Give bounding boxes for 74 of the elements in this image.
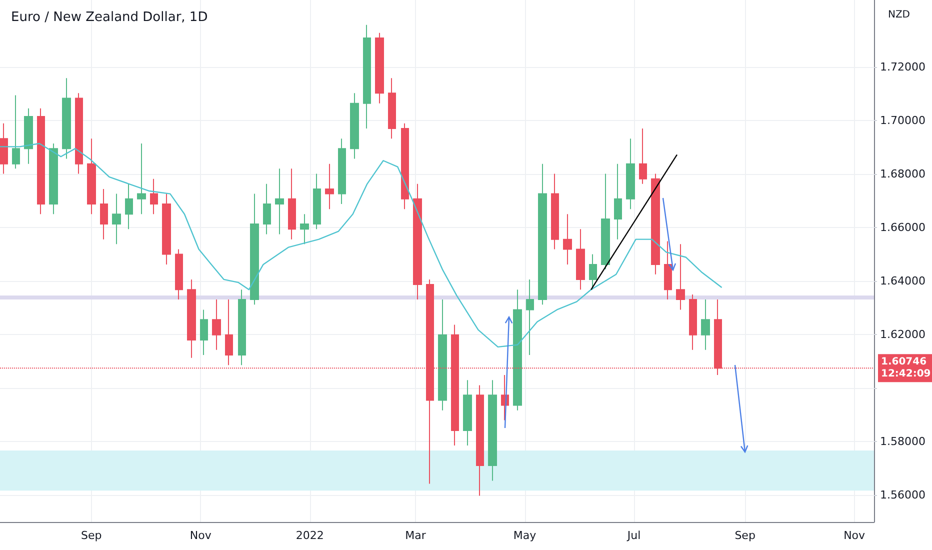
candlestick — [112, 193, 121, 245]
y-tick-label: 1.58000 — [880, 435, 926, 448]
candlestick — [350, 92, 359, 160]
candlestick — [526, 278, 534, 356]
text: Euro / New Zealand Dollar, 1D — [11, 10, 208, 25]
candlestick — [24, 108, 33, 164]
candlestick — [49, 142, 58, 215]
x-tick-label: Mar — [405, 529, 426, 542]
candlestick — [563, 214, 572, 265]
candlestick — [664, 240, 672, 300]
x-tick-label: Nov — [190, 529, 212, 542]
x-tick-label: Sep — [80, 529, 102, 542]
candlestick — [538, 163, 547, 306]
candlestick — [476, 384, 484, 496]
y-tick-label: 1.62000 — [880, 328, 926, 342]
candlestick — [225, 299, 233, 366]
candlestick — [375, 32, 384, 104]
x-tick-label: Jul — [626, 529, 641, 542]
y-tick-label: 1.56000 — [880, 488, 926, 502]
x-tick-label: 2022 — [296, 529, 324, 542]
candlestick — [187, 278, 196, 358]
candlestick — [413, 183, 422, 300]
candlestick — [576, 228, 585, 290]
candlestick — [388, 78, 396, 140]
candlestick — [200, 309, 208, 356]
y-tick-label: 1.70000 — [880, 114, 926, 127]
candlestick — [263, 183, 271, 235]
text: 12:42:09 — [881, 368, 931, 380]
candlestick — [551, 173, 559, 250]
y-axis-title: NZD — [888, 10, 910, 20]
candlestick — [338, 138, 346, 204]
candlestick — [689, 294, 697, 350]
candlestick — [12, 94, 20, 170]
candlestick — [137, 142, 146, 215]
x-tick-label: Sep — [734, 529, 756, 542]
candlestick — [150, 178, 158, 215]
candlestick — [614, 163, 622, 240]
candlestick — [275, 168, 284, 235]
candlestick — [325, 163, 334, 210]
candlestick — [125, 183, 133, 230]
candlestick — [62, 78, 71, 160]
line-series — [0, 142, 722, 348]
candlestick — [212, 299, 221, 350]
y-tick-label: 1.68000 — [880, 168, 926, 180]
candlestick — [87, 138, 96, 215]
candlestick — [300, 214, 309, 245]
candlestick — [601, 173, 610, 270]
candlestick — [238, 289, 246, 366]
candlestick — [488, 380, 497, 482]
candlestick — [37, 108, 45, 215]
candlestick — [0, 122, 8, 174]
y-tick-label: 1.72000 — [880, 60, 926, 74]
candlestick — [438, 299, 447, 411]
ref-line-label: 1.60746 — [881, 356, 927, 368]
candlestick — [363, 24, 371, 129]
candlestick — [401, 122, 409, 210]
candlestick — [639, 128, 647, 184]
y-tick-label: 1.64000 — [880, 274, 926, 288]
candlestick — [100, 188, 108, 240]
candlestick — [75, 92, 83, 174]
candlestick — [175, 248, 183, 300]
candlestick — [463, 380, 472, 446]
y-tick-label: 1.66000 — [880, 221, 926, 234]
candlestick — [288, 168, 296, 240]
candlestick — [651, 173, 660, 275]
candlestick — [701, 299, 710, 350]
x-tick-label: May — [513, 529, 537, 542]
candlestick — [626, 138, 635, 210]
candlestick — [676, 244, 685, 310]
candlestick — [162, 193, 171, 265]
candlestick — [513, 289, 522, 411]
candlestick — [250, 193, 259, 306]
candlestick — [313, 173, 321, 230]
x-tick-label: Nov — [844, 529, 866, 542]
